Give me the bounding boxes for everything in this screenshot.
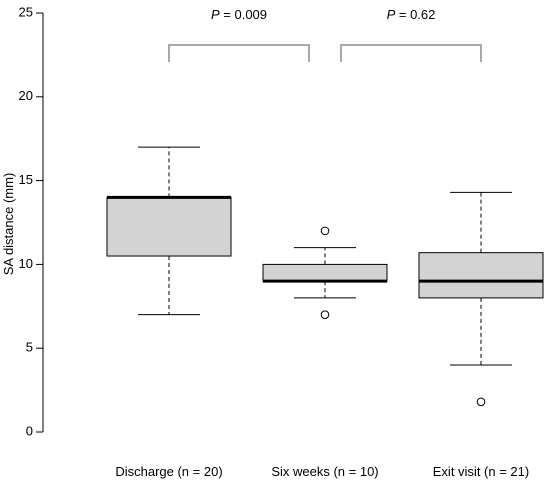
x-axis-labels: Discharge (n = 20) Six weeks (n = 10) Exit… — [115, 464, 529, 479]
outlier-point — [320, 310, 330, 319]
box-group — [106, 146, 232, 316]
y-tick-label: 20 — [19, 88, 33, 103]
box-group — [418, 191, 544, 407]
x-tick-label: Exit visit (n = 21) — [433, 464, 529, 479]
significance-bracket — [340, 44, 482, 62]
y-axis-label: SA distance (mm) — [1, 173, 16, 276]
p-symbol: P — [211, 7, 220, 22]
y-tick-label: 0 — [26, 423, 33, 438]
outlier-point — [476, 397, 486, 407]
p-value-label: P = 0.62 — [387, 7, 436, 22]
significance-brackets: P = 0.009 P = 0.62 — [168, 7, 482, 62]
box-iqr — [106, 196, 232, 257]
p-value: = 0.62 — [395, 7, 435, 22]
box-iqr — [418, 252, 544, 299]
plot-area — [106, 146, 544, 407]
p-symbol: P — [387, 7, 396, 22]
y-tick-label: 10 — [19, 256, 33, 271]
y-tick-label: 5 — [26, 340, 33, 355]
x-tick-label: Six weeks (n = 10) — [271, 464, 378, 479]
p-value-label: P = 0.009 — [211, 7, 267, 22]
y-axis: 0 5 10 15 20 25 — [19, 4, 44, 438]
y-tick-label: 15 — [19, 172, 33, 187]
y-tick-label: 25 — [19, 4, 33, 19]
significance-bracket — [168, 44, 310, 62]
outlier-point — [320, 226, 330, 236]
box-iqr — [262, 263, 388, 282]
box-group — [262, 226, 388, 319]
p-value: = 0.009 — [220, 7, 267, 22]
x-tick-label: Discharge (n = 20) — [115, 464, 222, 479]
